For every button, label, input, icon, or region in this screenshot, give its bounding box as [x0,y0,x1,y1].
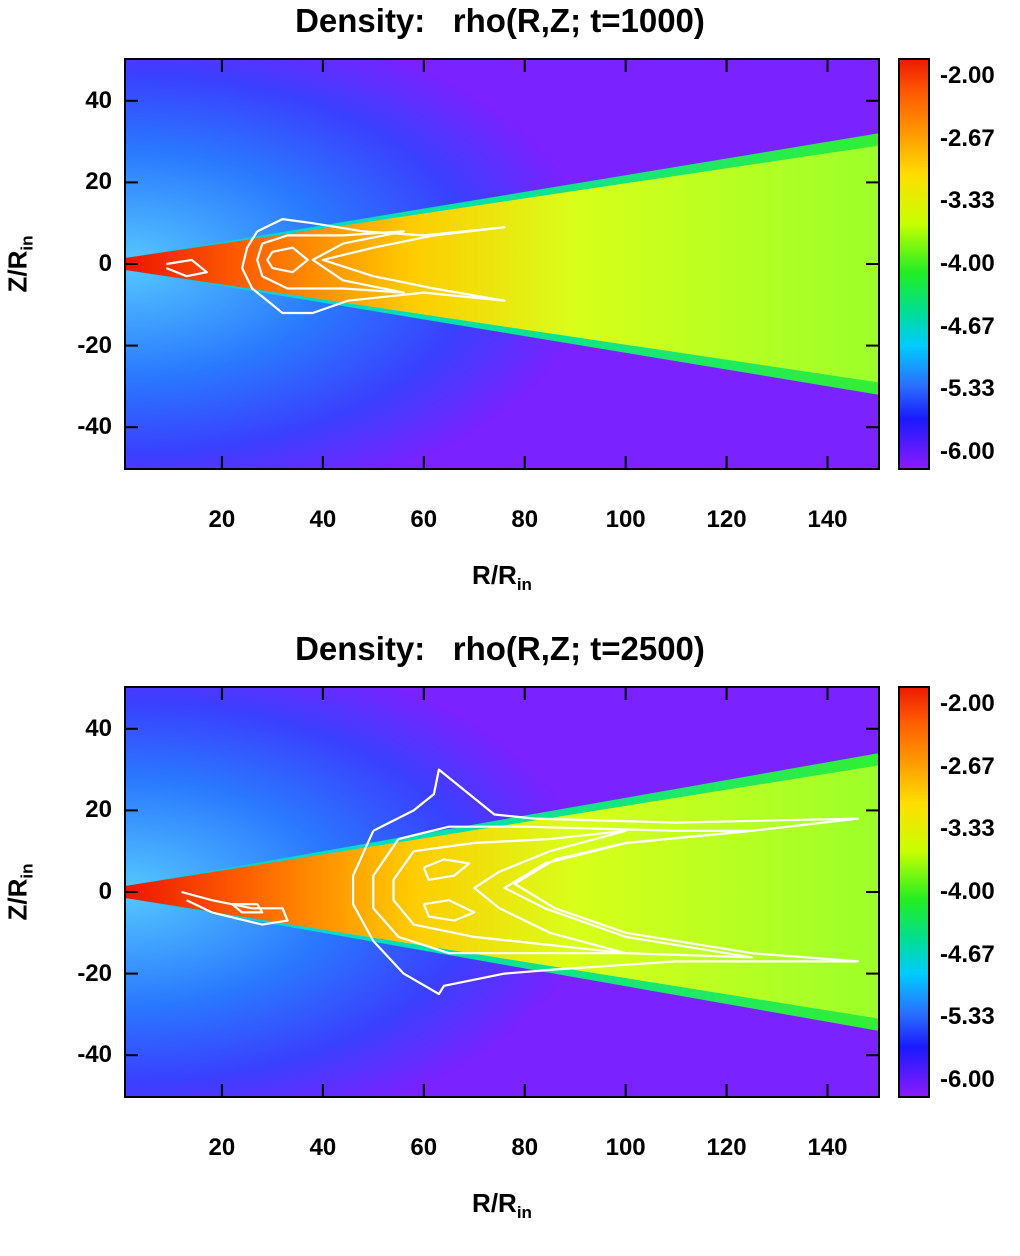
y-tick-label: -20 [77,331,112,359]
x-tick-label: 80 [511,1134,539,1161]
density-contour [392,829,627,955]
x-tick-label: 120 [706,506,747,533]
density-panel-t2500: Density: rho(R,Z; t=2500) -2.00 -2.67 -3.3… [0,628,1020,1256]
density-contour [266,246,309,274]
y-axis-label: Z/Rin [2,863,37,921]
density-contour [165,258,208,278]
x-tick-label: 60 [410,506,438,533]
colorbar-tick-label: -3.33 [940,815,995,843]
colorbar [898,58,930,470]
colorbar-tick-label: -4.00 [940,250,995,277]
x-tick-label: 80 [511,506,539,533]
density-contour [422,858,471,881]
y-tick-label: 20 [85,168,112,196]
density-map-svg [126,60,878,468]
density-contour [352,768,859,996]
colorbar-tick-label: -2.67 [940,752,995,780]
x-tick-label: 40 [309,1134,337,1161]
colorbar-tick-label: -2.67 [940,124,995,152]
colorbar-tick-label: -3.33 [940,187,995,215]
x-tick-label: 40 [309,506,337,533]
x-tick-label: 60 [410,1134,438,1161]
colorbar-tick-label: -5.33 [940,1003,995,1031]
colorbar-tick-label: -2.00 [940,62,995,89]
y-tick-label: -40 [77,413,112,441]
density-contour [256,230,405,294]
y-axis-label: Z/Rin [2,235,37,293]
density-map [124,58,880,470]
disk-core [126,145,878,383]
colorbar-tick-label: -2.00 [940,690,995,717]
density-contour [422,899,476,922]
density-contour [181,890,289,926]
x-axis-label: R/Rin [472,560,532,595]
density-contour [241,218,506,315]
colorbar-tick-label: -5.33 [940,375,995,403]
x-tick-label: 20 [208,1134,236,1161]
x-axis-label: R/Rin [472,1188,532,1223]
density-contour [372,825,753,959]
colorbar-tick-label: -4.67 [940,940,995,968]
chart-title: Density: rho(R,Z; t=2500) [295,630,705,667]
density-contour [231,903,264,914]
colorbar-tick-label: -6.00 [940,1066,995,1093]
colorbar [898,686,930,1098]
x-tick-label: 20 [208,506,236,533]
x-tick-label: 140 [807,1134,848,1161]
y-tick-label: -40 [77,1041,112,1069]
y-tick-label: 40 [85,86,112,114]
density-map [124,686,880,1098]
chart-title: Density: rho(R,Z; t=1000) [295,2,705,39]
y-tick-label: 40 [85,714,112,742]
x-tick-label: 100 [605,1134,646,1161]
x-tick-label: 100 [605,506,646,533]
y-tick-label: 20 [85,796,112,824]
density-map-svg [126,688,878,1096]
y-tick-label: -20 [77,959,112,987]
colorbar-tick-label: -4.67 [940,312,995,340]
x-tick-label: 140 [807,506,848,533]
y-tick-label: 0 [98,250,112,277]
y-tick-label: 0 [98,878,112,905]
density-panel-t1000: Density: rho(R,Z; t=1000) -2.00 -2.67 -3.3… [2,2,995,595]
colorbar-tick-label: -4.00 [940,878,995,905]
x-tick-label: 120 [706,1134,747,1161]
colorbar-tick-label: -6.00 [940,438,995,465]
